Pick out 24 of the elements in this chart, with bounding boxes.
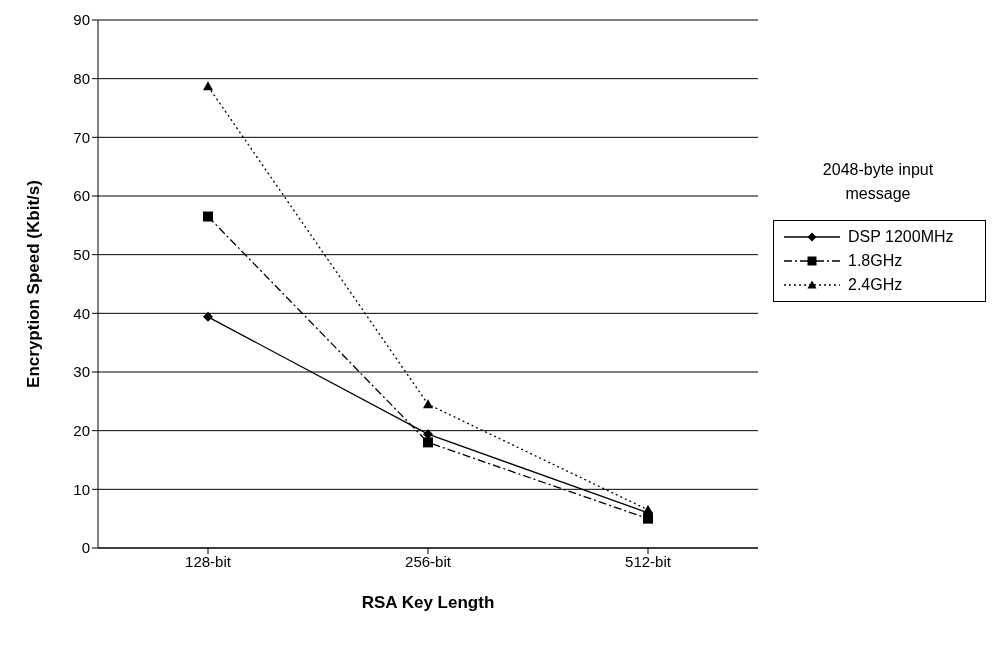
y-tick-label: 10: [73, 480, 90, 498]
y-tick-label: 30: [73, 363, 90, 381]
x-tick-label: 512-bit: [625, 552, 672, 570]
y-tick-label: 0: [81, 539, 90, 557]
y-tick-label: 90: [73, 11, 90, 29]
y-tick-label: 50: [73, 245, 90, 263]
x-tick-label: 256-bit: [405, 552, 452, 570]
point: [423, 399, 433, 409]
legend-title: 2048-byte input message: [821, 160, 935, 204]
legend-label: 2.4GHz: [848, 276, 903, 294]
point: [203, 311, 213, 322]
y-tick-label: 70: [73, 128, 90, 146]
y-tick-label: 60: [73, 187, 90, 205]
point: [423, 437, 433, 448]
y-tick-label: 20: [73, 421, 90, 439]
x-tick-label: 128-bit: [185, 552, 232, 570]
legend-label: 1.8GHz: [848, 252, 903, 270]
y-tick-label: 80: [73, 69, 90, 87]
point: [203, 211, 213, 222]
legend-label: DSP 1200MHz: [848, 228, 954, 246]
point: [203, 81, 213, 91]
y-axis-title: Encryption Speed (Kbit/s): [24, 180, 44, 388]
x-axis-title: RSA Key Length: [361, 593, 495, 612]
y-tick-label: 40: [73, 304, 90, 322]
